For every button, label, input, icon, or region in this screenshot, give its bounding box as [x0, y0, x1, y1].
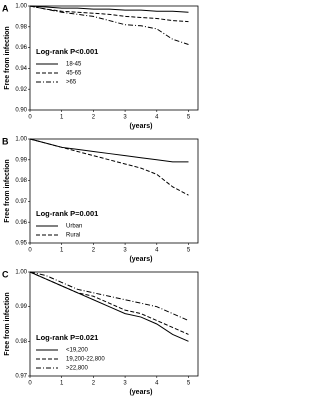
y-tick-label: 0.98 — [15, 339, 27, 345]
y-tick-label: 0.95 — [15, 241, 27, 247]
survival-line — [29, 271, 189, 335]
x-tick-label: 0 — [28, 115, 32, 121]
legend-label: Rural — [66, 233, 80, 239]
panel-label: B — [2, 136, 9, 146]
y-tick-label: 1.00 — [15, 4, 27, 10]
survival-line — [29, 5, 189, 13]
panel-label: C — [2, 269, 9, 279]
x-tick-label: 5 — [187, 248, 191, 254]
x-tick-label: 3 — [123, 115, 127, 121]
y-tick-label: 0.99 — [15, 304, 27, 310]
figure: A Free from infection 0.90 0.92 0.94 0.96 0.98… — [2, 3, 199, 396]
survival-line — [29, 5, 189, 45]
y-tick-label: 0.99 — [15, 157, 27, 163]
y-tick-label: 0.96 — [15, 220, 27, 226]
x-tick-label: 1 — [60, 248, 64, 254]
y-tick-label: 0.92 — [15, 87, 27, 93]
plot-frame — [29, 271, 199, 377]
x-tick-label: 3 — [123, 248, 127, 254]
plot-frame — [29, 138, 199, 244]
annotation: Log-rank P=0.021 — [36, 333, 98, 342]
y-tick-label: 0.98 — [15, 24, 27, 30]
legend-label: >65 — [66, 80, 77, 86]
x-tick-label: 2 — [92, 381, 96, 387]
survival-line — [29, 271, 189, 321]
x-tick-label: 2 — [92, 115, 96, 121]
y-axis-label: Free from infection — [4, 292, 11, 355]
y-tick-label: 0.97 — [15, 199, 27, 205]
y-tick-label: 1.00 — [15, 270, 27, 276]
legend-label: <19,200 — [66, 348, 89, 354]
survival-line — [29, 138, 189, 196]
y-tick-label: 0.98 — [15, 178, 27, 184]
y-axis-label: Free from infection — [4, 159, 11, 222]
x-tick-label: 4 — [155, 248, 159, 254]
x-tick-label: 3 — [123, 381, 127, 387]
x-tick-label: 2 — [92, 248, 96, 254]
x-tick-label: 0 — [28, 381, 32, 387]
x-tick-label: 4 — [155, 381, 159, 387]
plot-frame — [29, 5, 199, 111]
y-tick-label: 0.94 — [15, 66, 27, 72]
y-tick-label: 0.97 — [15, 374, 27, 380]
survival-line — [29, 271, 189, 342]
legend-label: 45-65 — [66, 71, 82, 77]
legend-label: Urban — [66, 224, 82, 230]
x-axis-label: (years) — [129, 389, 152, 396]
legend-label: 18-45 — [66, 62, 82, 68]
x-tick-label: 0 — [28, 248, 32, 254]
x-tick-label: 5 — [187, 115, 191, 121]
x-tick-label: 1 — [60, 381, 64, 387]
y-axis-label: Free from infection — [4, 26, 11, 89]
x-tick-label: 4 — [155, 115, 159, 121]
y-tick-label: 0.90 — [15, 108, 27, 114]
y-tick-label: 1.00 — [15, 137, 27, 143]
x-tick-label: 1 — [60, 115, 64, 121]
legend-label: >22,800 — [66, 366, 89, 372]
legend-label: 19,200-22,800 — [66, 357, 105, 363]
annotation: Log-rank P<0.001 — [36, 47, 98, 56]
x-axis-label: (years) — [129, 256, 152, 263]
y-tick-label: 0.96 — [15, 45, 27, 51]
panel-label: A — [2, 3, 9, 13]
annotation: Log-rank P=0.001 — [36, 209, 98, 218]
x-axis-label: (years) — [129, 123, 152, 130]
x-tick-label: 5 — [187, 381, 191, 387]
survival-line — [29, 5, 189, 23]
survival-line — [29, 138, 189, 163]
